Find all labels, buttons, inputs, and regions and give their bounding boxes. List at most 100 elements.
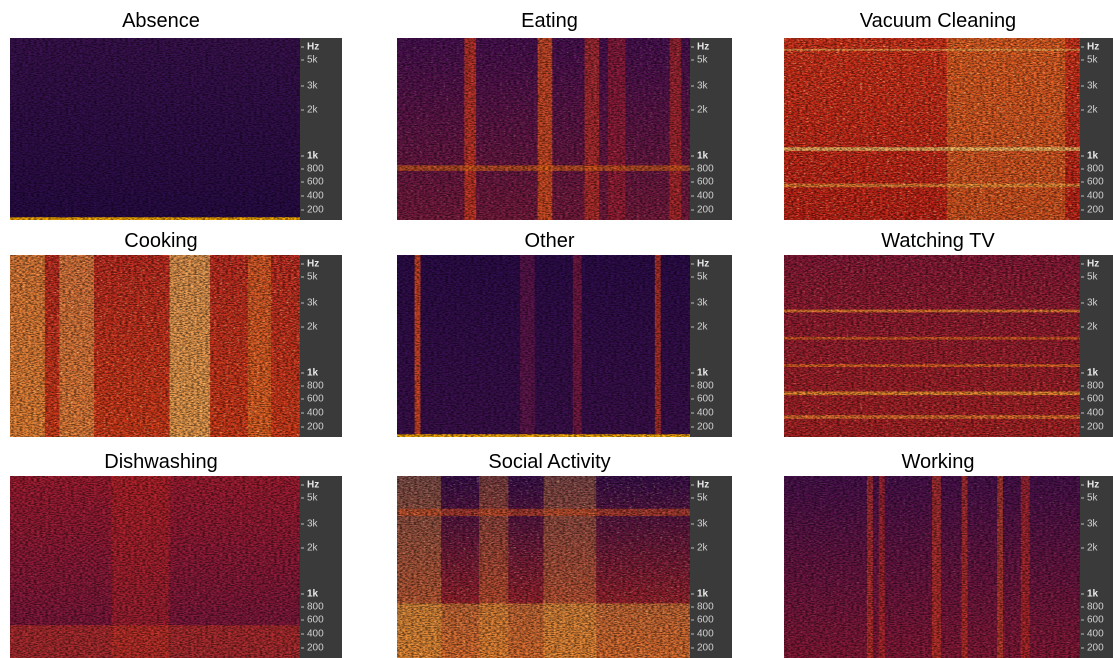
- spectrogram-image: [397, 38, 690, 220]
- axis-label: 200: [1087, 422, 1104, 433]
- axis-label: 600: [697, 177, 714, 188]
- axis-label: 3k: [307, 519, 319, 530]
- axis-label: Hz: [307, 259, 319, 270]
- axis-label: Hz: [697, 42, 709, 53]
- axis-label: 800: [307, 164, 324, 175]
- axis-label: 400: [307, 191, 324, 202]
- spectrogram-texture: [10, 476, 300, 658]
- axis-label: 3k: [307, 81, 319, 92]
- axis-label: Hz: [697, 480, 709, 491]
- axis-label: 1k: [1087, 151, 1099, 162]
- axis-label: 5k: [307, 55, 319, 66]
- axis-label: 400: [307, 408, 324, 419]
- axis-label: 200: [307, 205, 324, 216]
- axis-label: 2k: [307, 105, 319, 116]
- axis-label: Hz: [307, 42, 319, 53]
- axis-label: 800: [307, 602, 324, 613]
- panel-title: Absence: [122, 10, 200, 32]
- axis-label: 400: [1087, 408, 1104, 419]
- axis-label: 600: [697, 615, 714, 626]
- spectrogram-texture: [784, 255, 1080, 437]
- axis-label: 800: [1087, 602, 1104, 613]
- panel-title: Working: [902, 451, 975, 473]
- axis-label: 5k: [1087, 272, 1099, 283]
- axis-label: 3k: [697, 81, 709, 92]
- axis-label: Hz: [697, 259, 709, 270]
- axis-label: 2k: [697, 105, 709, 116]
- spectrogram-texture: [397, 255, 690, 437]
- axis-label: 2k: [697, 322, 709, 333]
- spectrogram-image: [784, 476, 1080, 658]
- axis-label: 1k: [697, 151, 709, 162]
- axis-label: 1k: [1087, 368, 1099, 379]
- axis-label: 5k: [697, 55, 709, 66]
- axis-label: 2k: [1087, 105, 1099, 116]
- axis-label: 2k: [307, 543, 319, 554]
- panel-title: Cooking: [124, 230, 197, 252]
- spectrogram-image: [784, 38, 1080, 220]
- axis-label: 600: [307, 615, 324, 626]
- spectrogram-texture: [784, 476, 1080, 658]
- axis-label: 800: [1087, 164, 1104, 175]
- axis-label: 800: [1087, 381, 1104, 392]
- axis-label: 2k: [697, 543, 709, 554]
- spectrogram-panel: Working Hz 5k 3k 2k 1k 800 600 400 200: [784, 451, 1113, 658]
- spectrogram-image: [397, 255, 690, 437]
- spectrogram-image: [397, 476, 690, 658]
- axis-label: 200: [697, 643, 714, 654]
- axis-label: 200: [307, 422, 324, 433]
- axis-label: 600: [307, 177, 324, 188]
- figure: AbsenceHz5k3k2k1k800600400200EatingHz5k3…: [0, 0, 1113, 658]
- spectrogram-image: [10, 476, 300, 658]
- axis-label: 600: [1087, 615, 1104, 626]
- axis-label: 200: [1087, 643, 1104, 654]
- axis-label: 800: [697, 164, 714, 175]
- axis-label: 1k: [307, 368, 319, 379]
- axis-label: 800: [697, 602, 714, 613]
- axis-label: 1k: [307, 589, 319, 600]
- axis-label: 400: [697, 629, 714, 640]
- axis-label: 800: [697, 381, 714, 392]
- axis-label: 2k: [1087, 322, 1099, 333]
- axis-label: 1k: [697, 589, 709, 600]
- axis-label: 3k: [697, 519, 709, 530]
- panel-title: Social Activity: [488, 451, 610, 473]
- spectrogram-texture: [10, 38, 300, 220]
- axis-label: 400: [697, 408, 714, 419]
- axis-label: 3k: [697, 298, 709, 309]
- axis-label: 400: [697, 191, 714, 202]
- panel-title: Dishwashing: [104, 451, 217, 473]
- axis-label: 400: [1087, 629, 1104, 640]
- axis-label: 1k: [1087, 589, 1099, 600]
- axis-label: 600: [697, 394, 714, 405]
- axis-label: 2k: [1087, 543, 1099, 554]
- panel-title: Other: [524, 230, 574, 252]
- panel-title: Watching TV: [881, 230, 995, 252]
- axis-label: Hz: [1087, 259, 1099, 270]
- axis-label: Hz: [1087, 480, 1099, 491]
- spectrogram-texture: [397, 38, 690, 220]
- spectrogram-image: [784, 255, 1080, 437]
- axis-label: 3k: [1087, 81, 1099, 92]
- axis-label: 600: [307, 394, 324, 405]
- spectrogram-texture: [397, 476, 690, 658]
- spectrogram-texture: [10, 255, 300, 437]
- axis-label: 600: [1087, 394, 1104, 405]
- spectrogram-image: [10, 38, 300, 220]
- axis-label: 2k: [307, 322, 319, 333]
- spectrogram-panel: Watching TV Hz 5k 3k 2k 1k 800 600 400 200: [784, 230, 1113, 437]
- axis-label: 3k: [1087, 298, 1099, 309]
- spectrogram-image: [10, 255, 300, 437]
- axis-label: 400: [307, 629, 324, 640]
- axis-label: 400: [1087, 191, 1104, 202]
- axis-label: Hz: [307, 480, 319, 491]
- axis-label: 3k: [1087, 519, 1099, 530]
- axis-label: 5k: [1087, 493, 1099, 504]
- axis-label: 1k: [697, 368, 709, 379]
- axis-label: 200: [307, 643, 324, 654]
